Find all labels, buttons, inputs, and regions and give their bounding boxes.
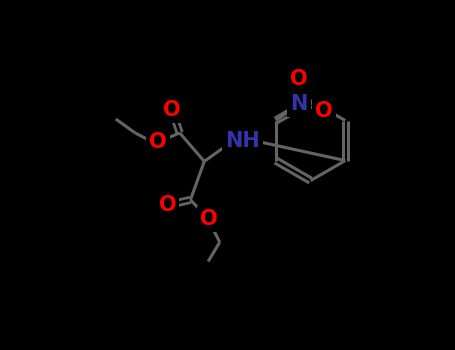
Text: NH: NH [225,131,260,150]
Text: O: O [158,195,176,215]
Text: O: O [149,132,167,152]
Text: O: O [315,101,333,121]
Text: O: O [163,100,181,120]
Text: O: O [200,209,218,229]
Text: O: O [290,69,308,89]
Text: N: N [290,93,308,114]
